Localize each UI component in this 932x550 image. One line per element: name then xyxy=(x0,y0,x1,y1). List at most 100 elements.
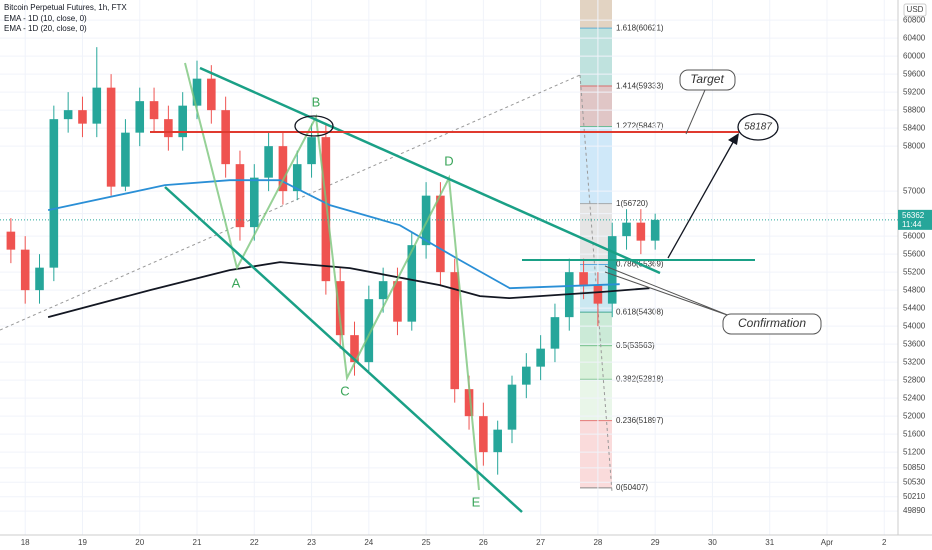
candle-body xyxy=(436,195,445,273)
x-tick-label: 26 xyxy=(479,538,488,547)
y-tick-label: 52800 xyxy=(903,375,926,384)
last-price: 56362 xyxy=(902,211,925,220)
y-tick-label: 50850 xyxy=(903,463,926,472)
fib-label: 0.382(52818) xyxy=(616,374,664,383)
candle-body xyxy=(450,272,460,390)
axis-labels: 60800 60400 60000 59600 59200 58800 58400 58000… xyxy=(21,15,926,547)
grid xyxy=(0,0,898,535)
countdown: 11:44 xyxy=(902,220,922,229)
candle-body xyxy=(335,281,345,336)
candles xyxy=(6,47,660,475)
ema-line xyxy=(47,261,650,319)
x-tick-label: 18 xyxy=(21,538,30,547)
fib-label: 1.272(58437) xyxy=(616,122,664,131)
target-box xyxy=(679,69,736,91)
y-tick-label: 55600 xyxy=(903,249,926,258)
circle-b xyxy=(294,115,334,137)
x-tick-label: 28 xyxy=(593,538,602,547)
y-tick-label: 54400 xyxy=(903,303,926,312)
ema-lines xyxy=(47,179,650,319)
point-label: B xyxy=(312,94,321,109)
ema-line xyxy=(47,179,620,290)
fib-label: 1(56720) xyxy=(616,199,648,208)
fib-zone xyxy=(580,86,612,127)
candle-body xyxy=(378,281,388,300)
candle-body xyxy=(164,119,173,138)
confirmation-label: Confirmation xyxy=(738,316,806,330)
candle-body xyxy=(622,222,631,237)
y-tick-label: 54000 xyxy=(903,321,926,330)
y-tick-label: 53600 xyxy=(903,339,926,348)
y-tick-label: 55200 xyxy=(903,267,926,276)
candle-body xyxy=(264,146,273,178)
fib-label: 1.618(60621) xyxy=(616,23,664,32)
title: Bitcoin Perpetual Futures, 1h, FTX xyxy=(4,3,127,12)
price-axis xyxy=(898,0,932,550)
candle-body xyxy=(321,137,331,282)
candle-body xyxy=(135,101,145,133)
confirmation-box xyxy=(722,313,822,335)
y-tick-label: 59200 xyxy=(903,87,926,96)
y-tick-label: 58800 xyxy=(903,105,926,114)
candle-body xyxy=(235,164,245,228)
candle-body xyxy=(221,110,230,165)
target-label: Target xyxy=(690,72,724,86)
y-tick-label: 51200 xyxy=(903,447,926,456)
candle-body xyxy=(607,236,617,304)
y-tick-label: 51600 xyxy=(903,429,926,438)
candle-body xyxy=(278,146,288,192)
fib-label: 0.5(53563) xyxy=(616,341,655,350)
x-tick-label: 22 xyxy=(250,538,259,547)
wedge-lower xyxy=(164,186,523,513)
candle-body xyxy=(92,87,102,124)
fib-zone xyxy=(580,312,612,346)
y-tick-label: 58000 xyxy=(903,141,926,150)
candle-body xyxy=(650,219,660,241)
candle-body xyxy=(63,110,73,120)
x-tick-label: Apr xyxy=(821,538,834,547)
x-tick-label: 27 xyxy=(536,538,545,547)
candle-body xyxy=(106,87,116,187)
candle-body xyxy=(421,195,431,246)
y-tick-label: 52400 xyxy=(903,393,926,402)
candle-body xyxy=(407,245,417,322)
x-tick-label: 21 xyxy=(193,538,202,547)
candle-body xyxy=(464,389,474,417)
point-label: C xyxy=(340,383,349,398)
point-label: D xyxy=(444,153,453,168)
y-tick-label: 52000 xyxy=(903,411,926,420)
candle-body xyxy=(579,272,588,286)
candle-body xyxy=(149,101,159,120)
y-tick-label: 58400 xyxy=(903,123,926,132)
x-tick-label: 24 xyxy=(364,538,373,547)
x-tick-label: 29 xyxy=(651,538,660,547)
candle-body xyxy=(493,429,502,453)
pattern-zigzag xyxy=(184,62,480,491)
x-tick-label: 25 xyxy=(422,538,431,547)
candle-body xyxy=(35,267,44,291)
x-tick-label: 31 xyxy=(765,538,774,547)
x-tick-label: 30 xyxy=(708,538,717,547)
wedge-upper xyxy=(199,66,661,275)
candle-body xyxy=(207,78,216,111)
candle-body xyxy=(78,110,87,124)
fib-zone xyxy=(580,0,612,29)
candle-body xyxy=(20,249,30,291)
y-tick-label: 50530 xyxy=(903,477,926,486)
candle-body xyxy=(249,177,259,228)
currency: USD xyxy=(907,5,924,14)
candle-body xyxy=(178,105,187,138)
candle-body xyxy=(121,132,130,187)
y-tick-label: 59600 xyxy=(903,69,926,78)
fib-label: 0.618(54308) xyxy=(616,307,664,316)
candle-body xyxy=(550,317,560,349)
point-label: A xyxy=(232,275,241,290)
arrow xyxy=(667,136,737,259)
y-tick-label: 57000 xyxy=(903,186,926,195)
candle-body xyxy=(307,137,316,165)
callout-target xyxy=(685,89,706,135)
arrow-head xyxy=(728,133,739,145)
fib-zone xyxy=(580,28,612,87)
x-tick-label: 2 xyxy=(882,538,887,547)
